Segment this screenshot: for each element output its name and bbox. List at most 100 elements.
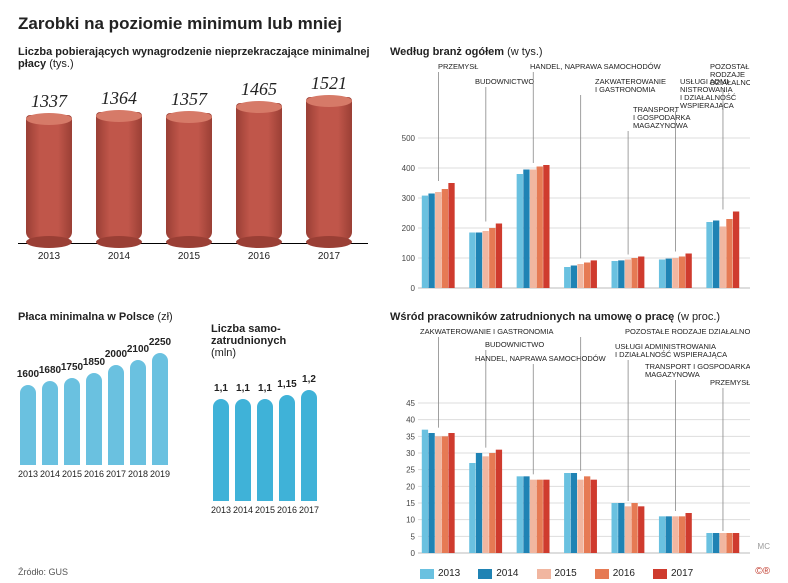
svg-text:300: 300 [402,194,416,203]
svg-text:500: 500 [402,134,416,143]
svg-text:15: 15 [406,499,415,508]
grouped-bar [517,174,523,288]
small-bar: 20002017 [108,365,124,465]
grouped-bar [584,263,590,289]
legend-item: 2014 [478,568,518,579]
bar-year-label: 2014 [233,505,253,515]
legend-year: 2014 [496,568,518,579]
svg-text:30: 30 [406,449,415,458]
cylinder-year-label: 2017 [306,251,352,262]
grouped-bar [672,258,678,288]
callout-label: BUDOWNICTWO [485,340,544,349]
grouped-bar [564,267,570,288]
grouped-bar [720,227,726,289]
source-footer: Źródło: GUS [18,567,68,577]
callout-label: WSPIERAJĄCA [680,101,734,110]
grouped-bar [720,533,726,553]
grouped-bar [591,480,597,553]
year-legend: 20132014201520162017 [420,568,770,579]
grouped-bar [706,222,712,288]
legend-swatch [595,569,609,579]
page-title: Zarobki na poziomie minimum lub mniej [18,14,770,34]
grouped-bar [672,516,678,553]
grouped-bar [618,503,624,553]
bar-year-label: 2017 [299,505,319,515]
grouped-bar [543,480,549,553]
grouped-bar [577,480,583,553]
grouped-bar [442,436,448,553]
legend-swatch [653,569,667,579]
self-emp-panel: Liczba samo- zatrudnionych (mln) 1,12013… [211,311,361,579]
svg-text:25: 25 [406,466,415,475]
bar-year-label: 2018 [128,469,148,479]
grouped-bar [584,476,590,553]
bar-value-label: 1,15 [277,379,296,390]
svg-text:40: 40 [406,416,415,425]
bar-value-label: 2100 [127,344,149,355]
small-bar: 16002013 [20,385,36,465]
grouped-bar [469,233,475,289]
callout-label: BUDOWNICTWO [475,77,534,86]
grouped-bar [476,233,482,289]
svg-text:200: 200 [402,224,416,233]
bar-value-label: 2000 [105,349,127,360]
svg-text:45: 45 [406,399,415,408]
svg-text:20: 20 [406,482,415,491]
sector-total-panel: Według branż ogółem (w tys.) 01002003004… [390,46,770,297]
small-bar: 18502016 [86,373,102,466]
grouped-bar [679,257,685,289]
callout-label: I GASTRONOMIA [595,85,655,94]
grouped-bar [476,453,482,553]
grouped-bar-svg: 051015202530354045ZAKWATEROWANIE I GASTR… [390,325,750,557]
svg-text:100: 100 [402,254,416,263]
small-bar: 1,152016 [279,395,295,501]
grouped-bar [530,480,536,553]
grouped-bar [537,167,543,289]
cylinder-year-label: 2014 [96,251,142,262]
legend-item: 2017 [653,568,693,579]
grouped-bar [618,260,624,288]
cylinder-bar: 1465 [236,107,282,244]
grouped-bar [537,480,543,553]
svg-text:400: 400 [402,164,416,173]
bar-value-label: 1680 [39,365,61,376]
grouped-bar [448,433,454,553]
grouped-bar [448,183,454,288]
callout-label: I DZIAŁALNOŚĆ WSPIERAJĄCA [615,350,727,359]
grouped-bar [428,433,434,553]
callout-label: HANDEL, NAPRAWA SAMOCHODÓW [475,354,607,363]
callout-label: PRZEMYSŁ [438,62,478,71]
grouped-bar [638,506,644,553]
cylinder-bar: 1357 [166,117,212,244]
grouped-bar [713,533,719,553]
grouped-bar [571,266,577,289]
cylinder-year-label: 2016 [236,251,282,262]
min-wage-chart: 1600201316802014175020151850201620002017… [18,325,193,465]
cylinder-value-label: 1357 [149,89,229,110]
cylinder-bar: 1364 [96,116,142,244]
min-wage-title: Płaca minimalna w Polsce (zł) [18,311,193,323]
grouped-bar [591,260,597,288]
svg-text:35: 35 [406,432,415,441]
legend-swatch [478,569,492,579]
callout-label: PRZEMYSŁ [710,378,750,387]
grouped-bar [469,463,475,553]
bar-year-label: 2014 [40,469,60,479]
legend-swatch [537,569,551,579]
bar-year-label: 2013 [18,469,38,479]
small-bar: 1,12015 [257,399,273,501]
grouped-bar [422,196,428,288]
svg-text:0: 0 [411,284,416,292]
small-bar: 1,12013 [213,399,229,501]
grouped-bar [483,231,489,288]
grouped-bar [564,473,570,553]
cylinder-chart-title: Liczba pobierających wynagrodzenie niepr… [18,46,372,70]
bar-year-label: 2015 [255,505,275,515]
bar-year-label: 2013 [211,505,231,515]
legend-item: 2016 [595,568,635,579]
small-bar: 17502015 [64,378,80,466]
cylinder-chart-panel: Liczba pobierających wynagrodzenie niepr… [18,46,372,297]
grouped-bar [530,170,536,289]
bar-year-label: 2016 [84,469,104,479]
grouped-bar [685,513,691,553]
